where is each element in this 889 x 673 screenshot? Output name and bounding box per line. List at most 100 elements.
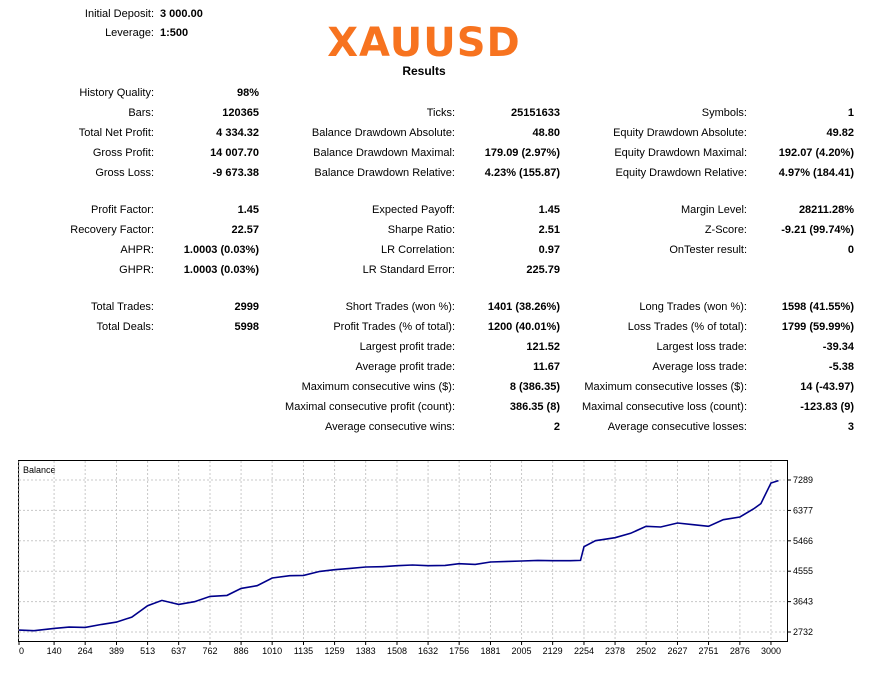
maximal-consec-loss-label: Maximal consecutive loss (count): (581, 401, 747, 413)
x-tick-label: 1259 (325, 646, 345, 656)
avg-consec-losses-value: 3 (847, 421, 854, 433)
x-tick-label: 1508 (387, 646, 407, 656)
total-net-profit-value: 4 334.32 (216, 127, 259, 139)
z-score-value: -9.21 (99.74%) (781, 224, 854, 236)
y-tick-label: 5466 (793, 536, 813, 546)
x-tick-label: 762 (202, 646, 217, 656)
total-trades-value: 2999 (234, 301, 259, 313)
history-quality-value: 98% (236, 87, 259, 99)
equity-dd-abs-value: 49.82 (826, 127, 854, 139)
equity-dd-max-value: 192.07 (4.20%) (778, 147, 854, 159)
maximal-consec-loss-value: -123.83 (9) (800, 401, 854, 413)
x-tick-label: 886 (234, 646, 249, 656)
y-tick-label: 7289 (793, 475, 813, 485)
ticks-value: 25151633 (511, 107, 560, 119)
bars-value: 120365 (222, 107, 259, 119)
ghpr-label: GHPR: (119, 264, 154, 276)
total-net-profit-label: Total Net Profit: (78, 127, 154, 139)
largest-loss-label: Largest loss trade: (656, 341, 748, 353)
x-tick-label: 2378 (605, 646, 625, 656)
lr-std-error-label: LR Standard Error: (362, 264, 455, 276)
ontester-result-label: OnTester result: (669, 244, 747, 256)
avg-consec-wins-value: 2 (553, 421, 560, 433)
initial-deposit-value: 3 000.00 (160, 8, 203, 20)
equity-dd-abs-label: Equity Drawdown Absolute: (613, 127, 747, 139)
expected-payoff-label: Expected Payoff: (372, 204, 455, 216)
ahpr-label: AHPR: (120, 244, 154, 256)
x-tick-label: 1632 (418, 646, 438, 656)
x-tick-label: 637 (171, 646, 186, 656)
ahpr-value: 1.0003 (0.03%) (183, 244, 259, 256)
largest-loss-value: -39.34 (822, 341, 854, 353)
chart-grid (18, 461, 787, 641)
x-tick-label: 2751 (699, 646, 719, 656)
balance-dd-rel-value: 4.23% (155.87) (484, 167, 560, 179)
balance-chart: Balance 7289 6377 5466 4555 3643 2732 0 140 264… (18, 460, 813, 656)
balance-dd-max-value: 179.09 (2.97%) (484, 147, 560, 159)
x-tick-label: 2876 (730, 646, 750, 656)
x-tick-label: 2129 (543, 646, 563, 656)
gross-profit-label: Gross Profit: (92, 147, 154, 159)
long-trades-value: 1598 (41.55%) (781, 301, 854, 313)
total-deals-label: Total Deals: (96, 321, 154, 333)
max-consec-losses-label: Maximum consecutive losses ($): (584, 381, 747, 393)
y-tick-label: 3643 (793, 597, 813, 607)
ticks-label: Ticks: (426, 107, 455, 119)
x-tick-label: 389 (109, 646, 124, 656)
largest-profit-label: Largest profit trade: (359, 341, 455, 353)
avg-loss-label: Average loss trade: (652, 361, 747, 373)
recovery-factor-value: 22.57 (231, 224, 259, 236)
long-trades-label: Long Trades (won %): (639, 301, 747, 313)
y-tick-label: 6377 (793, 505, 813, 515)
x-tick-label: 2005 (512, 646, 532, 656)
balance-line (18, 479, 779, 632)
total-trades-label: Total Trades: (91, 301, 154, 313)
chart-title: Balance (23, 465, 56, 475)
ghpr-value: 1.0003 (0.03%) (183, 264, 259, 276)
total-deals-value: 5998 (234, 321, 259, 333)
balance-dd-abs-label: Balance Drawdown Absolute: (311, 127, 455, 139)
largest-profit-value: 121.52 (526, 341, 560, 353)
gross-profit-value: 14 007.70 (210, 147, 259, 159)
margin-level-label: Margin Level: (680, 204, 747, 216)
expected-payoff-value: 1.45 (538, 204, 560, 216)
lr-std-error-value: 225.79 (526, 264, 560, 276)
sharpe-ratio-label: Sharpe Ratio: (387, 224, 455, 236)
x-tick-label: 2254 (574, 646, 594, 656)
x-tick-label: 1010 (262, 646, 282, 656)
symbols-value: 1 (847, 107, 854, 119)
max-consec-losses-value: 14 (-43.97) (800, 381, 854, 393)
margin-level-value: 28211.28% (798, 204, 854, 216)
x-tick-label: 513 (140, 646, 155, 656)
profit-factor-value: 1.45 (237, 204, 259, 216)
results-heading: Results (402, 64, 446, 78)
y-tick-label: 4555 (793, 566, 813, 576)
x-tick-label: 2627 (667, 646, 687, 656)
equity-dd-rel-value: 4.97% (184.41) (778, 167, 854, 179)
max-consec-wins-value: 8 (386.35) (509, 381, 560, 393)
profit-trades-label: Profit Trades (% of total): (333, 321, 455, 333)
x-axis: 0 140 264 389 513 637 762 886 1010 1135 1259 1383 15… (18, 641, 781, 656)
gross-loss-label: Gross Loss: (95, 167, 154, 179)
avg-profit-value: 11.67 (533, 361, 560, 373)
balance-dd-max-label: Balance Drawdown Maximal: (313, 147, 455, 159)
leverage-value: 1:500 (160, 27, 189, 39)
max-consec-wins-label: Maximum consecutive wins ($): (301, 381, 455, 393)
bars-label: Bars: (128, 107, 154, 119)
gross-loss-value: -9 673.38 (212, 167, 259, 179)
maximal-consec-profit-label: Maximal consecutive profit (count): (285, 401, 455, 413)
ontester-result-value: 0 (847, 244, 854, 256)
balance-dd-rel-label: Balance Drawdown Relative: (314, 167, 455, 179)
sharpe-ratio-value: 2.51 (538, 224, 560, 236)
x-tick-label: 1881 (480, 646, 500, 656)
short-trades-label: Short Trades (won %): (345, 301, 455, 313)
leverage-label: Leverage: (105, 27, 154, 39)
y-axis: 7289 6377 5466 4555 3643 2732 (787, 475, 813, 637)
profit-trades-value: 1200 (40.01%) (487, 321, 560, 333)
lr-correlation-label: LR Correlation: (381, 244, 455, 256)
symbols-label: Symbols: (701, 107, 747, 119)
maximal-consec-profit-value: 386.35 (8) (509, 401, 560, 413)
x-tick-label: 1135 (294, 646, 313, 656)
chart-plot-area (18, 460, 788, 642)
profit-factor-label: Profit Factor: (91, 204, 154, 216)
